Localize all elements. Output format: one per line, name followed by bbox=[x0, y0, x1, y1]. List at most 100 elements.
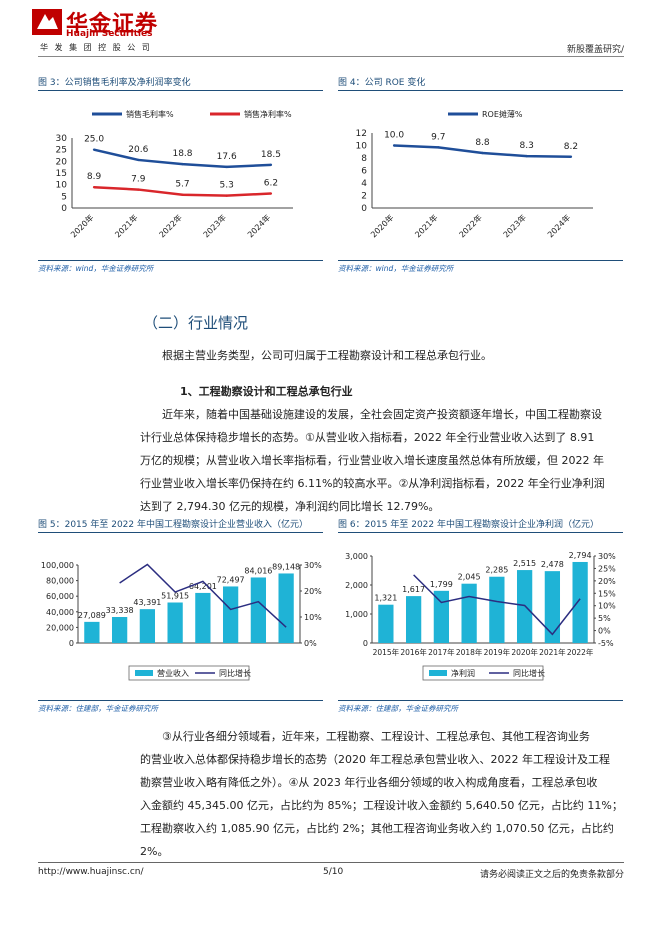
fig4-source: 资料来源：wind，华金证券研究所 bbox=[338, 264, 454, 273]
y-tick-label: 60,000 bbox=[46, 592, 74, 601]
data-label: 25.0 bbox=[84, 135, 104, 145]
y-tick-label: 80,000 bbox=[46, 577, 74, 586]
x-tick-label: 2020年 bbox=[68, 212, 95, 239]
bar-value-label: 2,794 bbox=[569, 551, 592, 560]
bar bbox=[139, 609, 156, 643]
page-number: 5/10 bbox=[323, 867, 344, 877]
bar-value-label: 51,915 bbox=[161, 592, 189, 601]
fig5-source: 资料来源：住建部，华金证券研究所 bbox=[38, 704, 158, 713]
data-point bbox=[225, 165, 228, 169]
y2-tick-label: 20% bbox=[304, 587, 322, 596]
x-tick-label: 2021年 bbox=[413, 212, 440, 239]
y-tick-label: 30 bbox=[56, 134, 68, 144]
header-company: 华 发 集 团 控 股 公 司 bbox=[40, 43, 152, 52]
bar bbox=[461, 583, 477, 643]
fig4-title-rule bbox=[338, 90, 623, 91]
paragraph-2-line: ③从行业各细分领域看，近年来，工程勘察、工程设计、工程总承包、其他工程咨询业务 bbox=[162, 730, 590, 743]
paragraph-1-line: 计行业总体保持稳步增长的态势。①从营业收入指标看，2022 年全行业营业收入达到… bbox=[140, 431, 595, 444]
fig6-source-rule bbox=[338, 700, 623, 701]
data-point bbox=[181, 193, 184, 196]
data-point bbox=[392, 144, 396, 147]
legend-swatch bbox=[135, 670, 153, 676]
bar bbox=[195, 592, 211, 643]
section-title: （二）行业情况 bbox=[143, 314, 249, 332]
bar-value-label: 64,201 bbox=[189, 582, 217, 591]
y2-tick-label: -5% bbox=[598, 639, 614, 648]
paragraph-1: 近年来，随着中国基础设施建设的发展，全社会固定资产投资额逐年增长，中国工程勘察设… bbox=[140, 403, 630, 518]
x-tick-label: 2019年 bbox=[484, 647, 511, 657]
data-point bbox=[137, 188, 140, 191]
data-label: 6.2 bbox=[264, 179, 278, 189]
fig6-title: 图 6：2015 年至 2022 年中国工程勘察设计企业净利润（亿元） bbox=[338, 520, 599, 530]
paragraph-2-line: 入金额约 45,345.00 亿元，占比约为 85%；工程设计收入金额约 5,6… bbox=[140, 799, 623, 812]
paragraph-1-line: 行业营业收入增长率仍保持在约 6.11%的较高水平。②从净利润指标看，2022 … bbox=[140, 477, 605, 490]
bar-value-label: 2,515 bbox=[513, 559, 536, 568]
fig3-source-rule bbox=[38, 260, 323, 261]
legend-label: 销售净利率% bbox=[244, 109, 292, 119]
data-point bbox=[525, 154, 528, 158]
y-tick-label: 0 bbox=[363, 639, 368, 648]
footer-url[interactable]: http://www.huajinsc.cn/ bbox=[38, 867, 144, 877]
bar-value-label: 1,617 bbox=[402, 585, 425, 594]
data-point bbox=[269, 163, 273, 167]
y-tick-label: 10 bbox=[356, 142, 368, 152]
y2-tick-label: 20% bbox=[598, 577, 616, 586]
y-tick-label: 40,000 bbox=[46, 608, 74, 617]
growth-line bbox=[119, 563, 287, 628]
y2-tick-label: 30% bbox=[304, 561, 322, 570]
legend-box bbox=[128, 665, 250, 681]
bar-value-label: 2,045 bbox=[458, 573, 481, 582]
paragraph-2-line: 勘察营业收入略有降低之外）。④从 2023 年行业各细分领域的收入构成角度看，工… bbox=[140, 776, 598, 789]
subsection-heading: 1、工程勘察设计和工程总承包行业 bbox=[180, 385, 353, 398]
x-tick-label: 2015年 bbox=[373, 647, 400, 657]
bar-value-label: 33,338 bbox=[106, 606, 134, 615]
fig3-title: 图 3：公司销售毛利率及净利润率变化 bbox=[38, 78, 191, 88]
bar bbox=[405, 596, 422, 643]
y-tick-label: 4 bbox=[361, 179, 367, 189]
bar bbox=[489, 576, 505, 643]
bar-value-label: 2,285 bbox=[485, 566, 508, 575]
legend-label: 同比增长 bbox=[513, 668, 545, 678]
y-tick-label: 3,000 bbox=[345, 552, 368, 561]
bar bbox=[278, 573, 294, 643]
fig6-title-rule bbox=[338, 532, 623, 533]
fig4-title: 图 4：公司 ROE 变化 bbox=[338, 78, 426, 88]
data-label: 5.3 bbox=[220, 181, 234, 191]
x-tick-label: 2020年 bbox=[368, 212, 395, 239]
data-point bbox=[225, 194, 228, 197]
x-tick-label: 2020年 bbox=[511, 647, 538, 657]
y2-tick-label: 5% bbox=[598, 614, 611, 623]
data-label: 20.6 bbox=[128, 145, 148, 155]
fig3-title-rule bbox=[38, 90, 323, 91]
data-label: 9.7 bbox=[431, 132, 445, 142]
legend-label: ROE摊薄% bbox=[482, 109, 523, 119]
fig6-source: 资料来源：住建部，华金证券研究所 bbox=[338, 704, 458, 713]
x-tick-label: 2024年 bbox=[545, 212, 572, 239]
data-label: 17.6 bbox=[217, 152, 237, 162]
y-tick-label: 6 bbox=[361, 167, 367, 177]
bar-value-label: 43,391 bbox=[133, 598, 161, 607]
footer-divider bbox=[38, 862, 624, 863]
paragraph-2-line: 2%。 bbox=[140, 845, 169, 858]
bar-value-label: 72,497 bbox=[217, 575, 245, 584]
bar bbox=[84, 621, 100, 643]
bar-value-label: 1,799 bbox=[430, 580, 453, 589]
legend-label: 销售毛利率% bbox=[126, 109, 174, 119]
paragraph-2-line: 工程勘察收入约 1,085.90 亿元，占比约 2%；其他工程咨询业务收入约 1… bbox=[140, 822, 614, 835]
fig4-chart: ROE摊薄% 0 2 4 6 8 10 12 2020年 2021年 2022年 2023年 2024年… bbox=[356, 109, 593, 239]
paragraph-1-line: 达到了 2,794.30 亿元的规模，净利润约同比增长 12.79%。 bbox=[140, 500, 440, 513]
data-label: 8.3 bbox=[520, 141, 534, 151]
bar bbox=[572, 561, 588, 643]
data-point bbox=[137, 158, 140, 162]
x-tick-label: 2016年 bbox=[400, 647, 427, 657]
data-label: 8.8 bbox=[475, 138, 490, 148]
y-tick-label: 1,000 bbox=[345, 610, 368, 619]
y2-tick-label: 0% bbox=[304, 639, 317, 648]
bar bbox=[250, 577, 267, 643]
data-label: 10.0 bbox=[384, 131, 404, 141]
y2-tick-label: 25% bbox=[598, 564, 616, 573]
fig5-source-rule bbox=[38, 700, 323, 701]
y2-tick-label: 0% bbox=[598, 627, 611, 636]
legend-label: 同比增长 bbox=[219, 668, 251, 678]
y-tick-label: 8 bbox=[361, 154, 367, 164]
